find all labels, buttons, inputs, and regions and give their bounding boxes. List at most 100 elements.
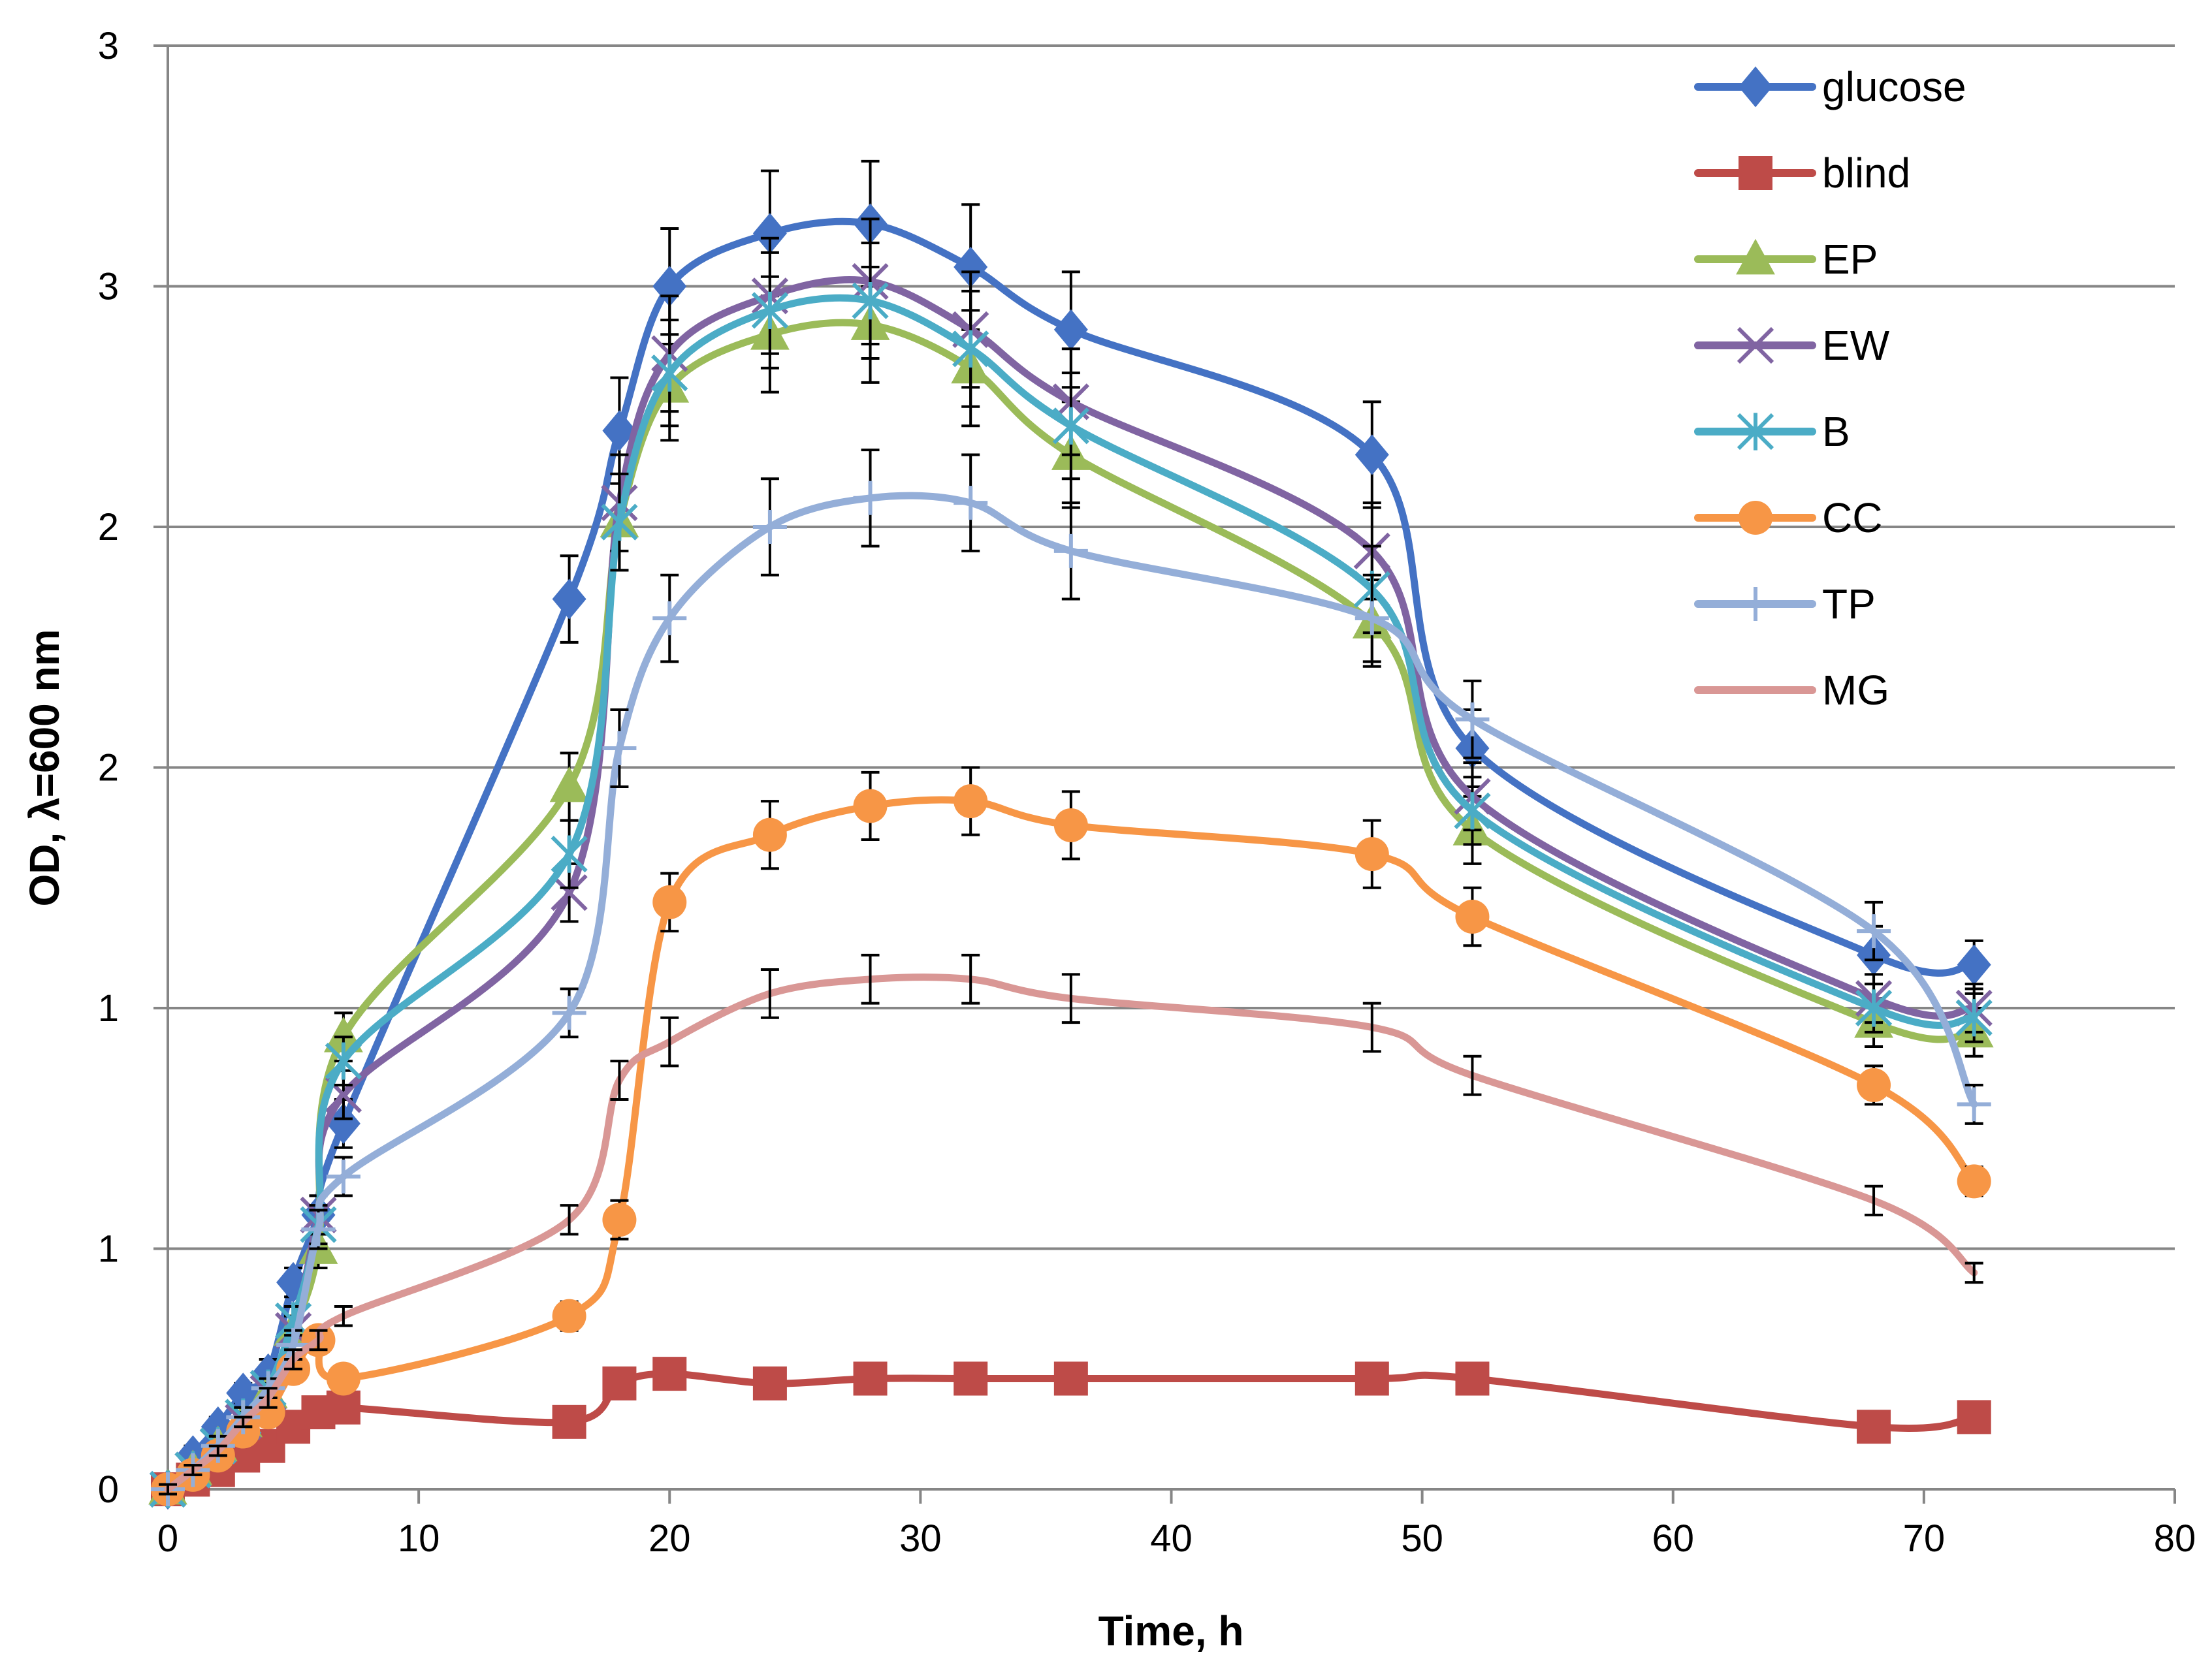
legend-item-blind: blind — [1694, 150, 1910, 197]
data-point — [853, 789, 888, 823]
data-point — [552, 1404, 586, 1439]
data-point — [1957, 1164, 1991, 1199]
data-point — [954, 246, 988, 288]
legend-item-tp: TP — [1694, 580, 1876, 627]
data-point — [954, 1361, 988, 1396]
data-series — [148, 159, 1994, 1510]
data-point — [602, 1366, 637, 1400]
data-point — [551, 874, 588, 911]
data-point — [1857, 914, 1891, 949]
y-tick-label: 2 — [98, 747, 119, 789]
data-point — [752, 510, 787, 544]
data-point — [601, 503, 638, 541]
legend-label: CC — [1822, 494, 1882, 541]
error-bar — [1463, 1054, 1482, 1096]
data-point — [325, 1042, 362, 1080]
data-point — [1955, 999, 1993, 1037]
legend-item-ep: EP — [1694, 236, 1878, 283]
data-point — [954, 784, 988, 819]
axes — [167, 46, 2175, 1491]
error-bar — [1362, 1002, 1381, 1053]
legend-item-mg: MG — [1694, 667, 1889, 714]
data-point — [954, 486, 988, 520]
error-bar — [1061, 973, 1080, 1024]
error-bar — [1865, 1184, 1883, 1216]
legend-label: MG — [1822, 667, 1889, 714]
error-bar — [259, 1387, 278, 1409]
x-tick-label: 80 — [2154, 1517, 2196, 1560]
data-point — [1455, 702, 1490, 736]
y-tick-labels: 0 1 1 2 2 3 3 — [98, 25, 119, 1511]
data-point — [751, 291, 789, 329]
legend-marker — [1736, 238, 1775, 275]
data-point — [1053, 808, 1088, 842]
data-point — [652, 885, 687, 919]
legend-label: TP — [1822, 580, 1876, 627]
x-tick-label: 10 — [398, 1517, 440, 1560]
legend-item-ew: EW — [1694, 322, 1890, 369]
data-point — [1957, 944, 1991, 985]
data-point — [602, 731, 637, 766]
data-point — [1855, 989, 1893, 1027]
error-bar — [760, 968, 779, 1019]
legend: glucose blind EP EW B CC TP MG — [1694, 63, 1966, 714]
data-point — [1354, 434, 1389, 475]
legend-label: B — [1822, 408, 1850, 455]
data-point — [276, 1261, 311, 1303]
y-tick-label: 2 — [98, 506, 119, 548]
legend-label: EP — [1822, 236, 1878, 283]
data-point — [602, 410, 637, 451]
data-point — [652, 1357, 687, 1391]
legend-marker — [1739, 501, 1772, 535]
data-point — [1857, 1410, 1891, 1444]
error-bar — [234, 1416, 253, 1429]
legend-marker — [1739, 156, 1772, 190]
legend-label: glucose — [1822, 63, 1966, 110]
series-line-mg — [164, 973, 1978, 1493]
data-point — [602, 1203, 637, 1237]
legend-marker — [1737, 413, 1774, 451]
data-point — [853, 481, 888, 515]
data-point — [651, 354, 688, 392]
error-bar — [560, 1204, 579, 1236]
error-bar — [660, 1016, 679, 1068]
legend-label: blind — [1822, 150, 1910, 197]
data-point — [326, 1361, 361, 1396]
data-point — [952, 330, 989, 368]
x-tick-labels: 0 10 20 30 40 50 60 70 80 — [157, 1517, 2196, 1560]
y-tick-label: 0 — [98, 1468, 119, 1511]
data-point — [652, 601, 687, 636]
y-axis-title: OD, λ=600 nm — [21, 629, 68, 906]
data-point — [1053, 309, 1088, 351]
data-point — [752, 1366, 787, 1400]
series-tp — [151, 449, 1991, 1506]
legend-label: EW — [1822, 322, 1890, 369]
x-tick-label: 60 — [1652, 1517, 1694, 1560]
data-point — [552, 1299, 586, 1333]
error-bar — [334, 1305, 353, 1327]
error-bar — [861, 953, 880, 1005]
y-tick-label: 1 — [98, 1228, 119, 1271]
legend-item-glucose: glucose — [1694, 63, 1966, 110]
error-bar — [159, 1483, 177, 1496]
legend-marker — [1737, 326, 1774, 364]
legend-item-b: B — [1694, 408, 1850, 455]
x-axis-title: Time, h — [1098, 1607, 1244, 1654]
data-point — [1053, 533, 1088, 568]
x-tick-label: 20 — [649, 1517, 691, 1560]
data-point — [1354, 837, 1389, 872]
error-bar — [610, 1060, 629, 1101]
error-bar — [208, 1444, 227, 1457]
error-bar — [1964, 1261, 1983, 1284]
y-tick-label: 3 — [98, 266, 119, 308]
data-point — [1052, 407, 1089, 445]
gridlines — [153, 44, 2176, 1504]
data-point — [552, 996, 586, 1030]
legend-marker — [1739, 587, 1772, 621]
y-tick-label: 3 — [98, 25, 119, 67]
error-bar — [961, 953, 980, 1005]
data-point — [853, 1361, 888, 1396]
data-point — [1957, 1087, 1991, 1122]
data-point — [1454, 792, 1491, 830]
legend-marker — [1739, 66, 1772, 108]
